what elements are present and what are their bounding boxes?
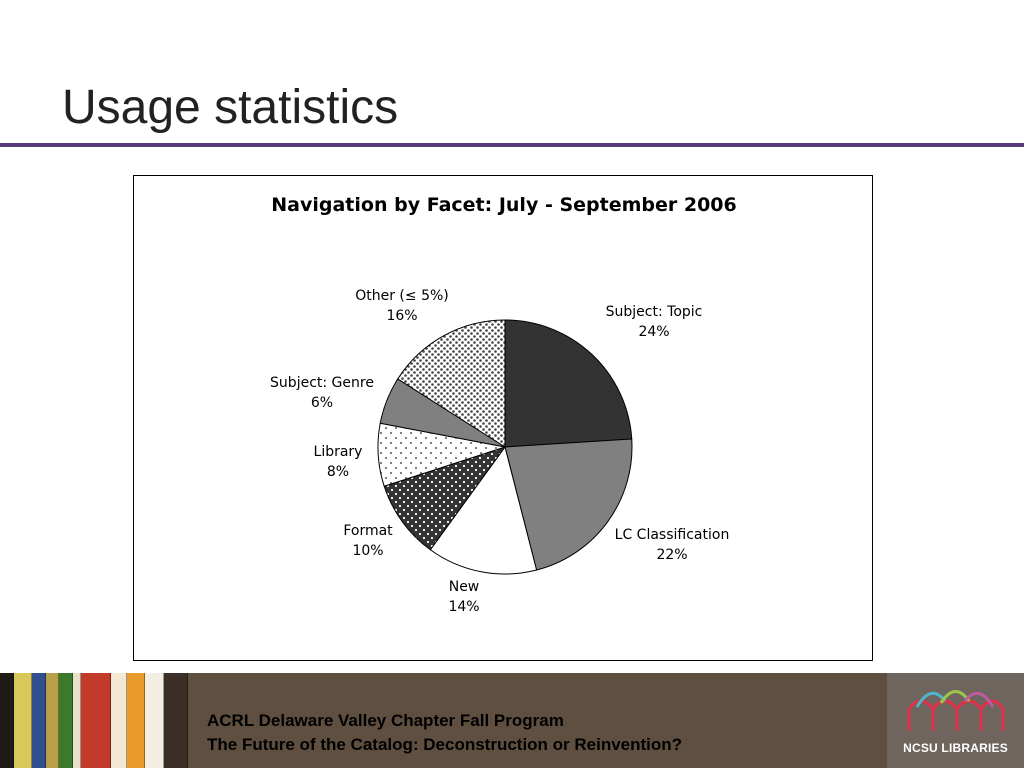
logo-arches-icon — [907, 690, 1005, 731]
pie-slice-lc-classification — [504, 438, 633, 571]
slice-label: LC Classification — [615, 527, 730, 543]
slice-percent-label: 6% — [311, 395, 333, 411]
slice-percent-label: 22% — [656, 547, 687, 563]
slice-label: New — [449, 579, 480, 595]
slice-label: Format — [343, 523, 393, 539]
footer-text: ACRL Delaware Valley Chapter Fall Progra… — [207, 709, 682, 757]
pie-slice-new — [429, 445, 538, 575]
footer-line-1: ACRL Delaware Valley Chapter Fall Progra… — [207, 711, 564, 730]
pie-chart: Navigation by Facet: July - September 20… — [270, 194, 737, 615]
chart-title: Navigation by Facet: July - September 20… — [271, 194, 736, 216]
book-spines-image — [0, 673, 188, 768]
slice-label: Library — [314, 444, 363, 460]
slice-label: Subject: Genre — [270, 375, 374, 391]
slice-percent-label: 10% — [352, 543, 383, 559]
slice-label: Other (≤ 5%) — [355, 288, 449, 304]
pie-slice-subject-topic — [504, 319, 633, 448]
slide-title: Usage statistics — [62, 81, 399, 134]
pie-slice-format — [383, 446, 507, 551]
logo-text: NCSU LIBRARIES — [903, 741, 1008, 755]
slice-percent-label: 24% — [638, 324, 669, 340]
slice-label: Subject: Topic — [606, 304, 703, 320]
footer-line-2: The Future of the Catalog: Deconstructio… — [207, 735, 683, 754]
title-divider — [0, 143, 1024, 147]
slice-percent-label: 16% — [386, 308, 417, 324]
slice-percent-label: 8% — [327, 464, 349, 480]
ncsu-libraries-logo: NCSU LIBRARIES — [887, 673, 1024, 768]
footer-bar: ACRL Delaware Valley Chapter Fall Progra… — [0, 673, 1024, 768]
slice-percent-label: 14% — [448, 599, 479, 615]
pie-slice-other-5 — [397, 319, 506, 448]
chart-frame: Navigation by Facet: July - September 20… — [133, 175, 873, 661]
